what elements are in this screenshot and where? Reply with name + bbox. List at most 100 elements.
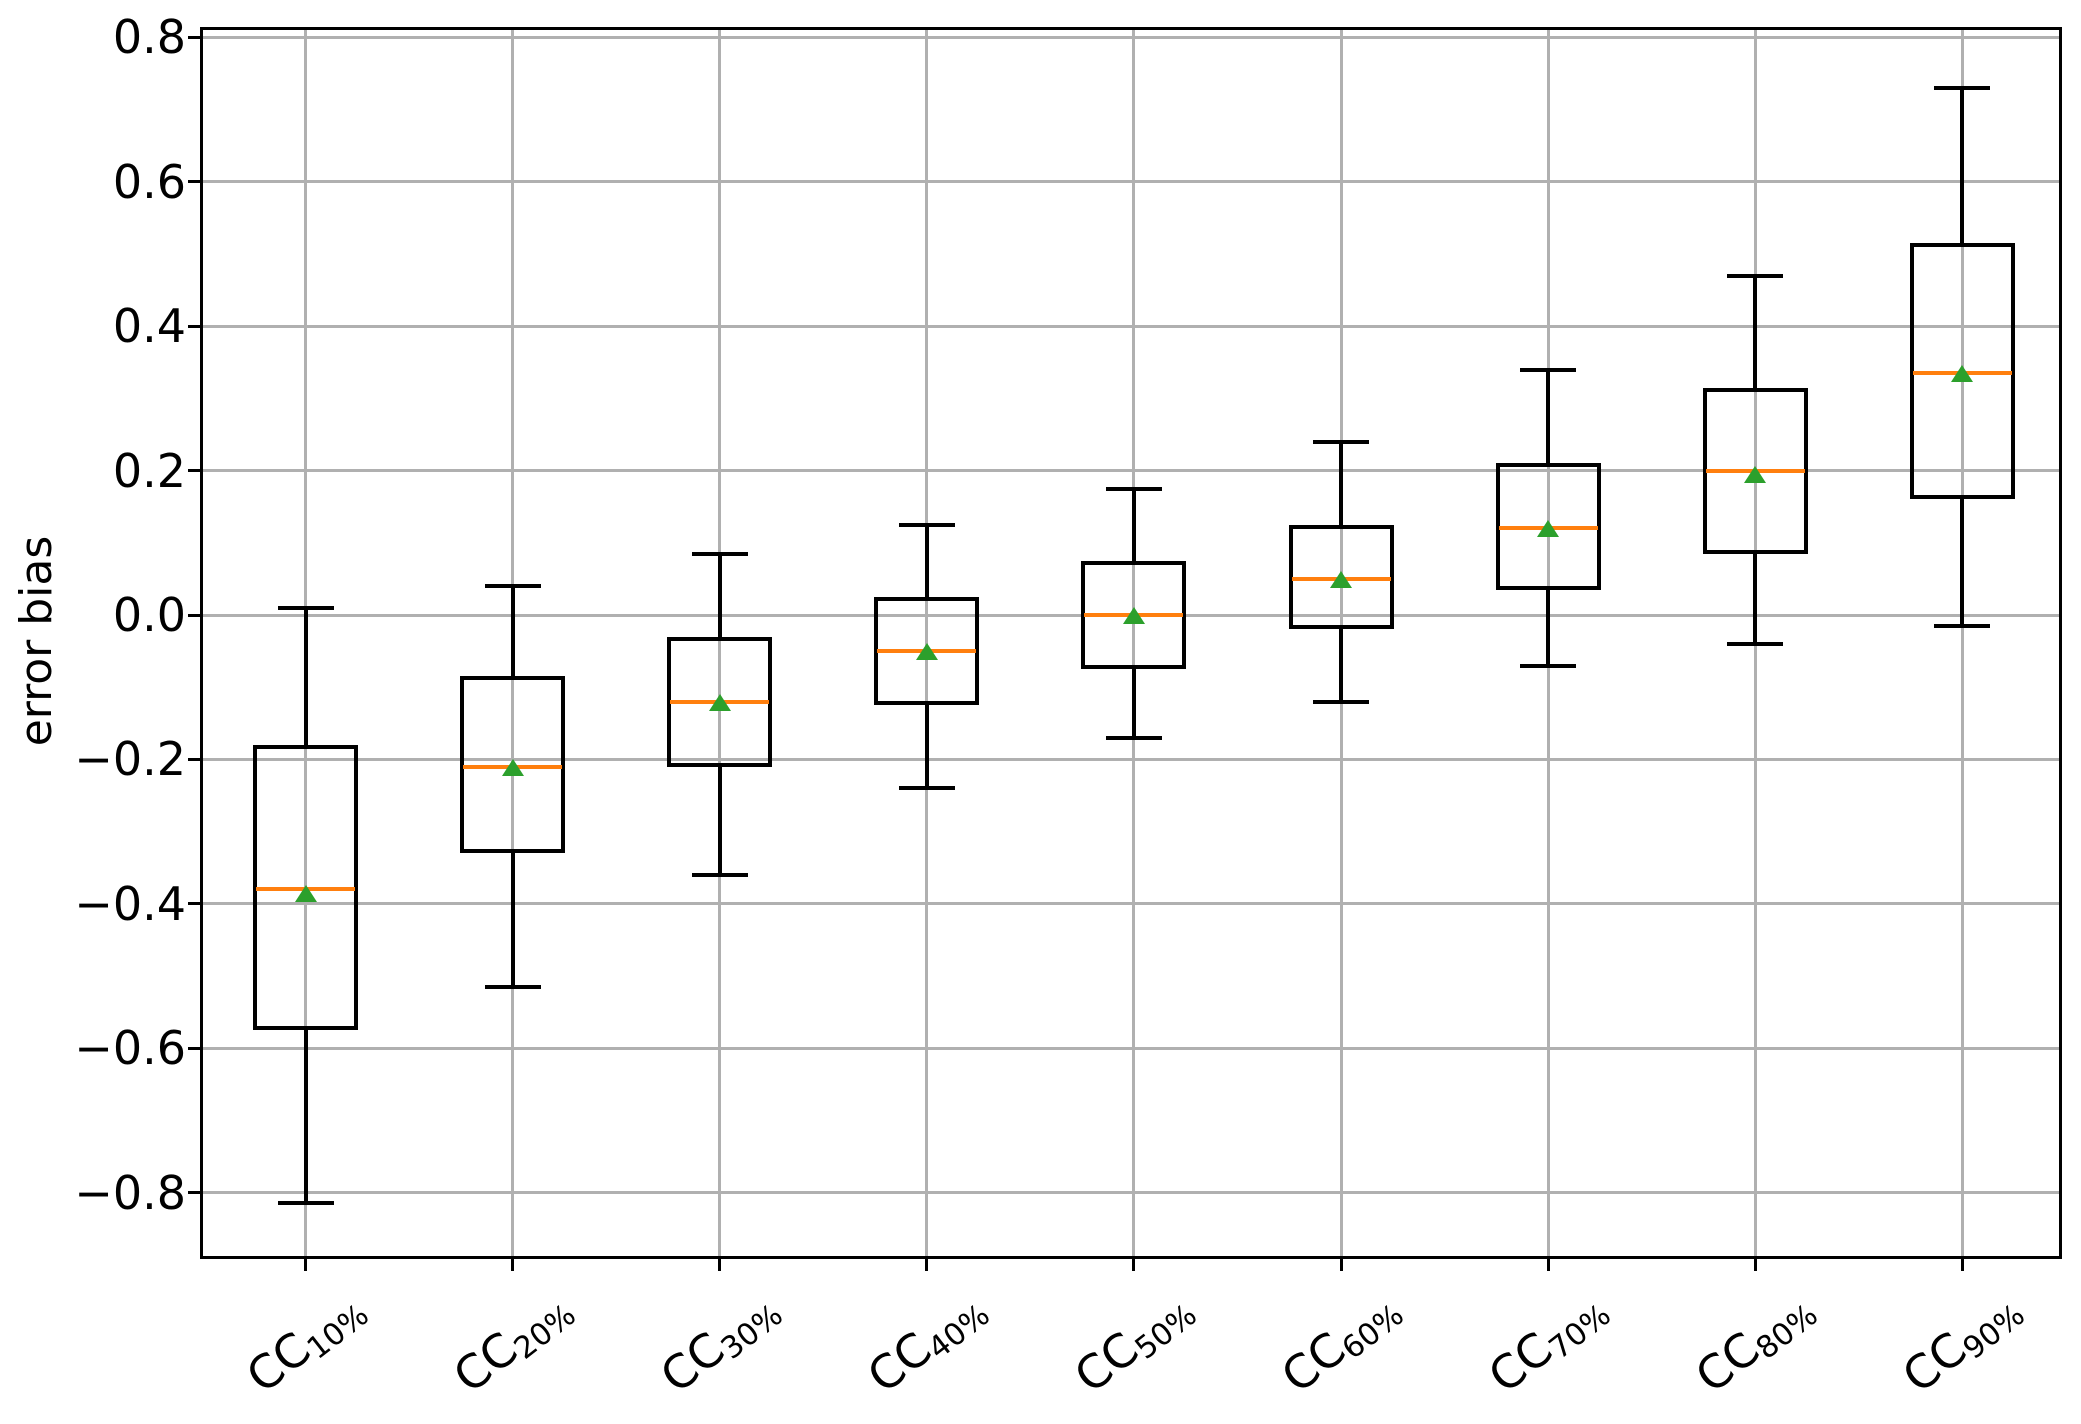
upper-whisker [303, 607, 308, 745]
upper-whisker-cap [484, 584, 541, 589]
upper-whisker-cap [1520, 367, 1577, 372]
upper-whisker [510, 586, 515, 677]
x-axis-tick [304, 1259, 307, 1271]
upper-whisker [1131, 488, 1136, 561]
y-axis-tick [188, 757, 200, 761]
x-axis-tick [1960, 1259, 1964, 1271]
lower-whisker-cap [1520, 663, 1577, 668]
v-gridline [1960, 27, 1964, 1259]
h-gridline [200, 902, 2062, 906]
upper-whisker-cap [1934, 85, 1991, 90]
h-gridline [200, 35, 2062, 39]
lower-whisker [717, 766, 722, 875]
lower-whisker [1131, 669, 1136, 738]
mean-marker [1744, 466, 1767, 484]
h-gridline [200, 469, 2062, 473]
y-tick-label: −0.4 [74, 876, 186, 931]
upper-whisker [924, 524, 929, 597]
mean-marker [1330, 570, 1352, 588]
iqr-box [1081, 560, 1187, 670]
mean-marker [1951, 365, 1974, 383]
x-axis-tick [511, 1259, 515, 1271]
upper-whisker [717, 553, 722, 637]
upper-whisker-cap [1313, 439, 1369, 444]
upper-whisker [1546, 369, 1551, 464]
x-tick-label: CC60% [1271, 1280, 1410, 1407]
lower-whisker-cap [484, 984, 541, 989]
x-axis-tick [925, 1259, 929, 1271]
upper-whisker [1339, 441, 1343, 525]
y-tick-label: 0.2 [112, 443, 186, 498]
h-gridline [200, 757, 2062, 761]
iqr-box [1702, 387, 1808, 554]
y-axis-tick [188, 35, 200, 39]
lower-whisker [510, 853, 515, 987]
lower-whisker-cap [1105, 735, 1162, 740]
y-axis-tick [188, 180, 200, 184]
x-tick-label: CC20% [443, 1280, 582, 1407]
y-axis-tick [188, 324, 200, 328]
iqr-box [667, 636, 773, 767]
y-axis-tick [188, 1046, 200, 1050]
x-tick-label: CC50% [1064, 1280, 1203, 1407]
y-tick-label: 0.8 [112, 10, 186, 65]
y-tick-label: −0.8 [74, 1165, 186, 1220]
iqr-box [1909, 243, 2015, 500]
iqr-box [874, 596, 980, 706]
h-gridline [200, 1046, 2062, 1050]
h-gridline [200, 1191, 2062, 1195]
y-tick-label: −0.6 [74, 1021, 186, 1076]
y-tick-label: −0.2 [74, 732, 186, 787]
lower-whisker [303, 1030, 308, 1204]
mean-marker [1537, 520, 1560, 538]
lower-whisker [1546, 589, 1551, 666]
mean-marker [501, 758, 524, 776]
lower-whisker-cap [1313, 699, 1369, 704]
lower-whisker-cap [277, 1201, 334, 1206]
lower-whisker [1960, 499, 1965, 626]
lower-whisker-cap [691, 872, 748, 877]
lower-whisker-cap [898, 786, 955, 791]
h-gridline [200, 180, 2062, 184]
lower-whisker-cap [1727, 641, 1784, 646]
upper-whisker-cap [1105, 486, 1162, 491]
mean-marker [915, 643, 938, 661]
upper-whisker-cap [898, 522, 955, 527]
y-tick-label: 0.6 [112, 154, 186, 209]
iqr-box [253, 744, 358, 1031]
v-gridline [925, 27, 929, 1259]
y-axis-tick [188, 1191, 200, 1195]
mean-marker [708, 693, 731, 711]
y-axis-tick [188, 902, 200, 906]
y-axis-tick [188, 469, 200, 473]
upper-whisker-cap [277, 605, 334, 610]
x-tick-label: CC30% [650, 1280, 789, 1407]
mean-marker [1122, 607, 1145, 624]
x-axis-tick [1546, 1259, 1550, 1271]
x-tick-label: CC40% [857, 1280, 996, 1407]
x-axis-tick [1132, 1259, 1136, 1271]
x-tick-label: CC90% [1893, 1280, 2032, 1407]
lower-whisker [924, 705, 929, 789]
lower-whisker [1753, 553, 1758, 644]
y-axis-tick [188, 613, 200, 617]
mean-marker [294, 884, 317, 902]
upper-whisker [1753, 275, 1758, 388]
x-axis-tick [1753, 1259, 1757, 1271]
iqr-box [1495, 463, 1601, 590]
h-gridline [200, 324, 2062, 328]
upper-whisker [1960, 87, 1965, 244]
x-tick-label: CC10% [236, 1280, 375, 1407]
x-axis-tick [718, 1259, 722, 1271]
upper-whisker-cap [1727, 273, 1784, 278]
iqr-box [1288, 524, 1394, 630]
x-tick-label: CC80% [1686, 1280, 1825, 1407]
v-gridline [718, 27, 722, 1259]
v-gridline [1132, 27, 1136, 1259]
y-tick-label: 0.0 [112, 588, 186, 642]
x-tick-label: CC70% [1478, 1280, 1617, 1407]
iqr-box [460, 676, 566, 854]
